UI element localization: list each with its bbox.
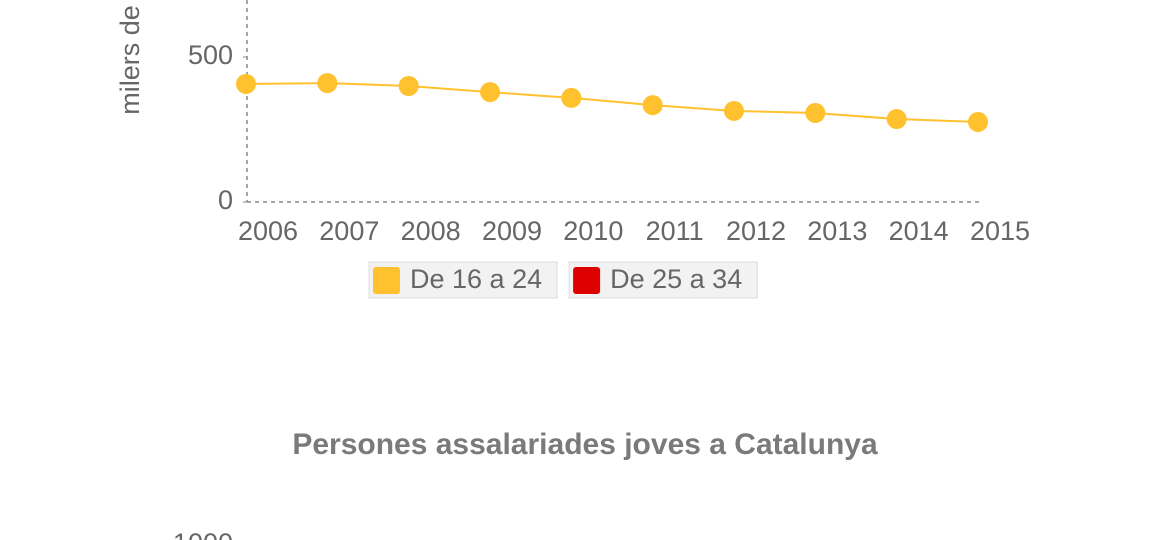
legend-box [368, 261, 558, 299]
data-point [561, 87, 582, 108]
x-tick-label: 2007 [319, 216, 379, 246]
legend-box [568, 261, 758, 299]
y-tick-label: 500 [188, 40, 233, 70]
chart-title: Persones assalariades joves a Catalunya [292, 428, 878, 461]
legend-label: De 16 a 24 [410, 264, 542, 294]
data-point [968, 111, 988, 132]
y-axis-label: milers de [115, 5, 145, 115]
legend-swatch [573, 267, 601, 294]
data-point [805, 102, 826, 123]
x-tick-label: 2011 [646, 216, 704, 246]
y-tick-label: 0 [218, 185, 233, 215]
series-line [245, 82, 979, 123]
x-tick-label: 2010 [563, 216, 623, 246]
data-point [886, 109, 907, 130]
x-tick-label: 2015 [970, 216, 1030, 246]
data-point [642, 95, 663, 116]
data-point [480, 82, 500, 103]
data-point [317, 73, 338, 94]
data-point [236, 73, 256, 94]
legend-item[interactable]: De 25 a 34 [568, 261, 758, 299]
x-tick-label: 2013 [807, 216, 867, 246]
data-point [398, 76, 419, 96]
x-tick-label: 2006 [238, 216, 298, 246]
x-tick-label: 2012 [726, 216, 786, 246]
legend-label: De 25 a 34 [610, 264, 742, 294]
legend-swatch [373, 267, 400, 294]
data-point [724, 100, 744, 121]
x-tick-label: 2008 [401, 216, 461, 246]
y-tick-label: 1000 [173, 528, 233, 540]
x-tick-label: 2009 [482, 216, 542, 246]
x-tick-label: 2014 [889, 216, 949, 246]
legend-item[interactable]: De 16 a 24 [368, 261, 558, 299]
